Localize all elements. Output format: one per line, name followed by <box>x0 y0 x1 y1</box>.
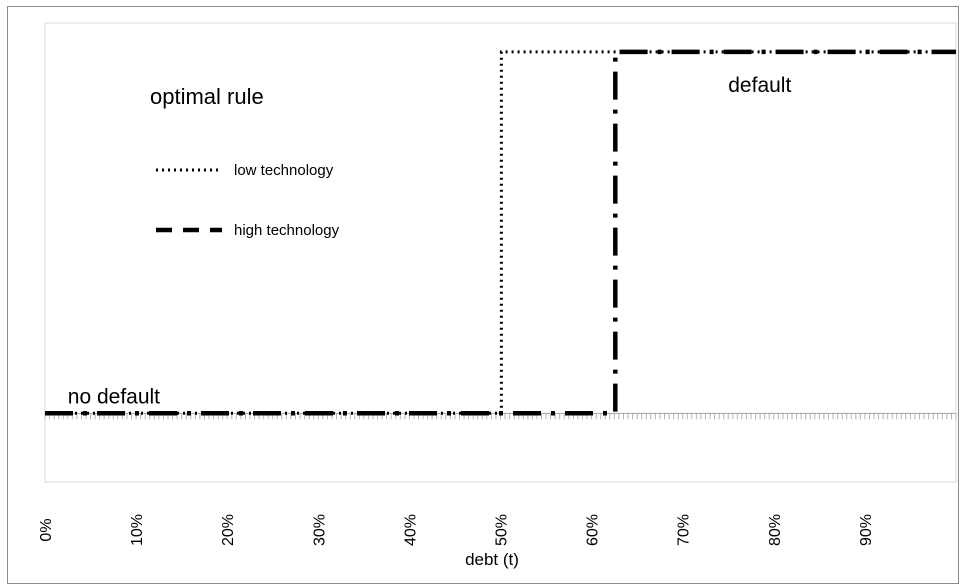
x-tick-label: 20% <box>220 514 237 546</box>
x-tick-label: 90% <box>858 514 875 546</box>
x-tick-label: 80% <box>767 514 784 546</box>
x-tick-label: 60% <box>585 514 602 546</box>
x-tick-label: 70% <box>676 514 693 546</box>
legend-label-high-technology: high technology <box>234 222 340 239</box>
series-layer <box>45 49 956 416</box>
legend-label-low-technology: low technology <box>234 162 334 179</box>
annotation-default: default <box>728 74 791 97</box>
x-axis-title: debt (t) <box>465 550 519 569</box>
x-tick-label: 40% <box>402 514 419 546</box>
legend: low technology high technology <box>156 162 340 239</box>
x-tick-label: 30% <box>311 514 328 546</box>
annotation-no-default: no default <box>68 385 160 408</box>
x-tick-label: 10% <box>129 514 146 546</box>
x-tick-label: 0% <box>38 518 55 541</box>
plot-area <box>44 22 957 483</box>
x-tick-labels: 0% 10% 20% 30% 40% 50% 60% 70% 80% 90% <box>38 514 875 546</box>
chart-frame <box>7 6 959 584</box>
x-tick-label: 50% <box>494 514 511 546</box>
chart-title: optimal rule <box>150 84 264 109</box>
series-line-high-technology <box>45 49 956 416</box>
